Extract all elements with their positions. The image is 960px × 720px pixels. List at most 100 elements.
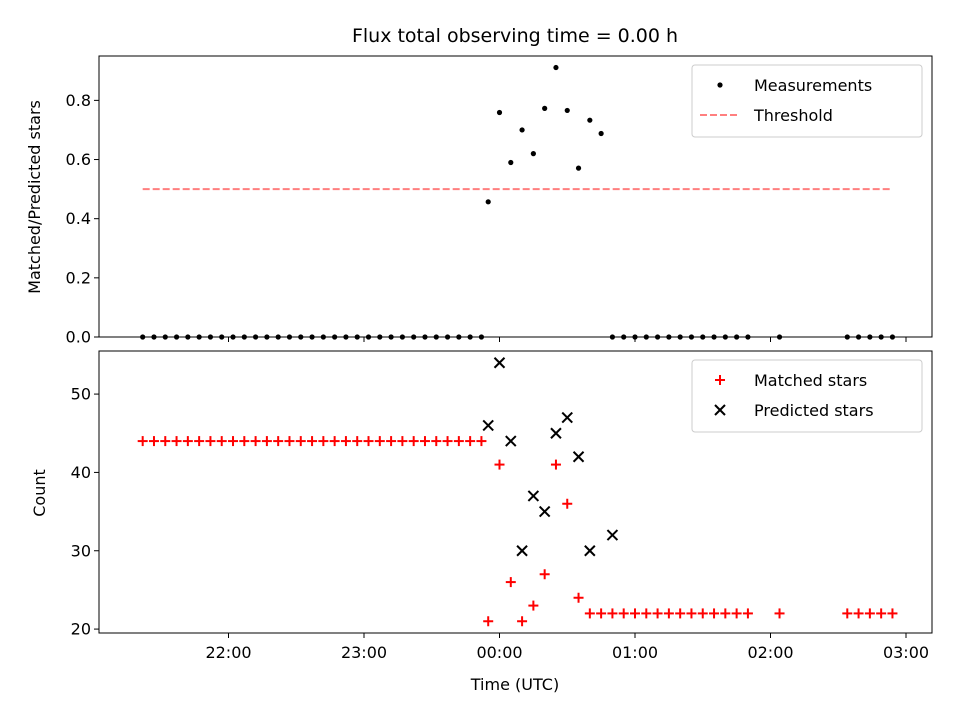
- matched-star-marker: [160, 436, 171, 447]
- matched-star-marker: [853, 608, 864, 619]
- measurement-point: [196, 334, 202, 340]
- matched-star-marker: [675, 608, 686, 619]
- matched-star-marker: [216, 436, 227, 447]
- y-tick-label: 0.8: [66, 91, 91, 110]
- measurement-point: [478, 334, 485, 340]
- matched-star-marker: [618, 608, 629, 619]
- legend-entry: Matched stars: [715, 371, 867, 390]
- bottom-y-ticks: 20 30 40 50: [71, 385, 99, 639]
- measurement-point: [564, 107, 570, 114]
- measurement-point: [632, 334, 638, 340]
- measurement-point: [162, 334, 168, 340]
- predicted-star-marker: [584, 545, 596, 557]
- measurement-point: [444, 334, 451, 340]
- matched-star-marker: [261, 436, 272, 447]
- measurement-point: [185, 334, 191, 340]
- measurement-point: [867, 334, 873, 340]
- predicted-star-marker: [606, 529, 619, 541]
- matched-star-marker: [476, 436, 487, 447]
- measurement-point: [365, 334, 372, 340]
- measurement-point: [275, 334, 281, 340]
- measurement-point: [298, 334, 304, 340]
- matched-star-marker: [720, 608, 731, 619]
- predicted-star-marker: [538, 505, 551, 518]
- matched-star-marker: [284, 436, 295, 447]
- legend-frame: [691, 359, 923, 433]
- measurement-point: [621, 334, 627, 340]
- measurement-point: [173, 334, 180, 340]
- measurement-point: [309, 334, 315, 340]
- matched-star-marker: [517, 616, 528, 627]
- matched-star-marker: [630, 608, 640, 619]
- measurement-point: [855, 334, 862, 340]
- measurement-point: [745, 334, 751, 340]
- x-tick-label: 22:00: [205, 643, 251, 662]
- top-y-axis-label: Matched/Predicted stars: [25, 100, 44, 294]
- matched-star-marker: [352, 436, 363, 447]
- matched-star-marker: [584, 608, 595, 619]
- measurement-point: [889, 334, 896, 340]
- measurement-point: [332, 334, 338, 340]
- matched-star-marker: [273, 436, 284, 447]
- predicted-star-marker: [505, 435, 517, 447]
- measurement-point: [399, 334, 405, 340]
- legend-label: Predicted stars: [754, 401, 874, 420]
- measurement-point: [467, 334, 473, 340]
- measurement-point: [734, 334, 740, 340]
- measurement-point: [553, 64, 559, 71]
- matched-star-marker: [363, 436, 374, 447]
- top-series: [140, 64, 896, 340]
- matched-star-marker: [205, 436, 216, 447]
- matched-star-marker: [483, 616, 494, 627]
- legend-label: Matched stars: [754, 371, 867, 390]
- measurement-point: [433, 334, 439, 340]
- predicted-star-marker: [550, 427, 562, 439]
- measurement-point: [844, 334, 850, 340]
- measurement-point: [264, 334, 270, 340]
- measurement-point: [643, 334, 649, 340]
- measurement-point: [230, 334, 236, 340]
- measurement-point: [354, 334, 360, 340]
- chart-title: Flux total observing time = 0.00 h: [352, 25, 678, 47]
- matched-star-marker: [431, 436, 442, 447]
- matched-star-marker: [731, 608, 742, 619]
- matched-star-marker: [182, 436, 193, 447]
- measurement-point: [575, 165, 582, 171]
- bottom-axes-frame: [98, 350, 933, 634]
- matched-star-marker: [864, 608, 875, 619]
- x-tick-label: 01:00: [612, 643, 658, 662]
- measurement-point: [377, 334, 383, 340]
- matched-star-marker: [148, 436, 159, 447]
- measurement-point: [711, 334, 717, 340]
- y-tick-label: 0.4: [66, 209, 91, 228]
- matched-star-marker: [550, 459, 561, 470]
- x-axis-label: Time (UTC): [470, 675, 559, 694]
- matched-star-marker: [876, 608, 887, 619]
- matched-star-marker: [137, 436, 148, 447]
- x-tick-label: 03:00: [883, 643, 929, 662]
- matched-star-marker: [742, 608, 753, 619]
- measurement-point: [688, 334, 695, 340]
- measurement-point: [776, 334, 783, 340]
- predicted-star-marker: [572, 451, 585, 463]
- legend-frame: [691, 64, 923, 138]
- y-tick-label: 20: [71, 620, 91, 639]
- measurement-point: [241, 334, 247, 340]
- legend-entry: Measurements: [717, 76, 872, 95]
- measurement-point: [519, 127, 525, 133]
- measurement-point: [219, 334, 225, 340]
- matched-star-marker: [641, 608, 652, 619]
- measurement-point: [654, 334, 661, 340]
- predicted-star-marker: [493, 357, 506, 369]
- matched-star-marker: [539, 569, 550, 580]
- matched-star-marker: [374, 436, 385, 447]
- top-axes-frame: [98, 55, 933, 338]
- matched-star-marker: [774, 608, 785, 619]
- measurement-point: [700, 334, 706, 340]
- legend-label: Measurements: [754, 76, 872, 95]
- measurement-point: [677, 334, 683, 340]
- matched-star-marker: [408, 436, 419, 447]
- matched-star-marker: [295, 436, 306, 447]
- measurement-point: [587, 117, 593, 123]
- measurement-point: [422, 334, 428, 340]
